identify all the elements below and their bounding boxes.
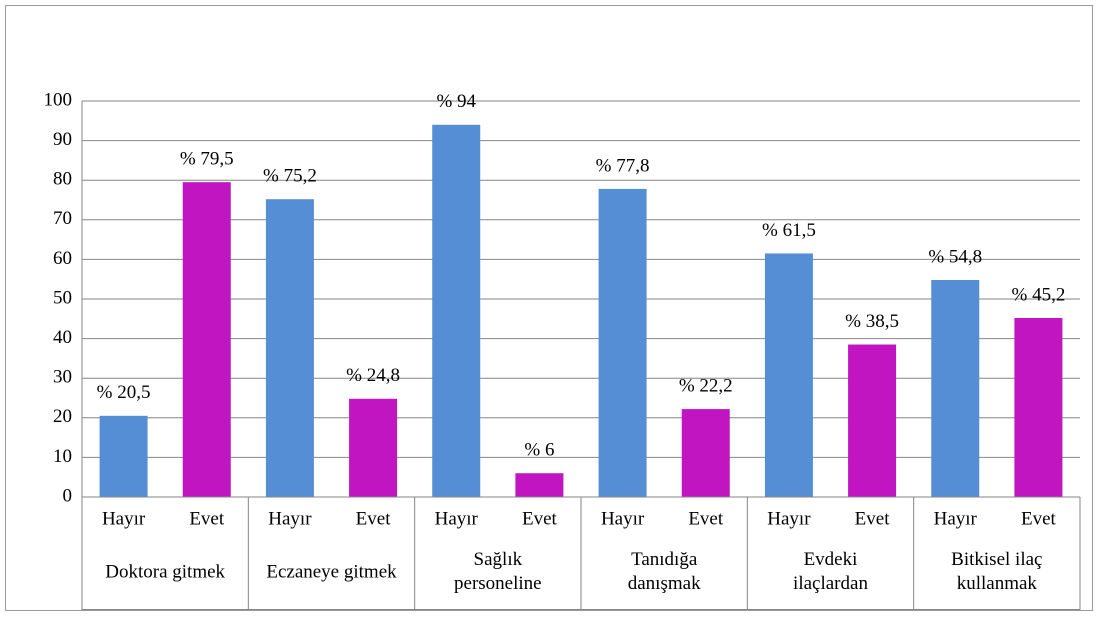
- bar: [432, 124, 481, 497]
- bar: [515, 473, 564, 497]
- value-label: % 61,5: [762, 220, 816, 241]
- x-tick-label: Hayır: [268, 508, 312, 529]
- y-tick-label: 20: [53, 406, 72, 427]
- x-tick-label: Hayır: [934, 508, 978, 529]
- value-label: % 54,8: [928, 246, 982, 267]
- bar: [99, 415, 148, 497]
- value-label: % 6: [524, 440, 554, 461]
- y-tick-label: 100: [44, 89, 73, 110]
- y-tick-label: 10: [53, 446, 72, 467]
- x-tick-label: Evet: [189, 508, 225, 529]
- x-tick-label: Hayır: [435, 508, 479, 529]
- value-label: % 94: [436, 91, 476, 112]
- bar: [598, 188, 647, 498]
- y-tick-label: 70: [53, 208, 72, 229]
- value-label: % 38,5: [845, 311, 899, 332]
- bar: [681, 409, 730, 497]
- value-label: % 20,5: [97, 382, 151, 403]
- x-tick-label: Evet: [1021, 508, 1057, 529]
- y-tick-label: 60: [53, 248, 72, 269]
- value-label: % 79,5: [180, 149, 234, 170]
- x-group-label: Evdeki ilaçlardan: [793, 549, 868, 594]
- bar: [349, 398, 398, 497]
- value-label: % 77,8: [596, 155, 650, 176]
- value-label: % 24,8: [346, 365, 400, 386]
- bar: [931, 279, 980, 497]
- x-tick-label: Hayır: [601, 508, 645, 529]
- bar: [182, 182, 231, 497]
- y-tick-label: 80: [53, 169, 72, 190]
- bar: [848, 344, 897, 497]
- chart-frame: [5, 5, 1093, 611]
- y-tick-label: 30: [53, 367, 72, 388]
- bar: [764, 253, 813, 497]
- y-tick-label: 0: [63, 485, 73, 506]
- x-tick-label: Hayır: [102, 508, 146, 529]
- x-group-label: Sağlık personeline: [454, 549, 542, 594]
- x-group-label: Eczaneye gitmek: [266, 561, 397, 582]
- y-tick-label: 50: [53, 287, 72, 308]
- value-label: % 45,2: [1012, 284, 1066, 305]
- x-group-label: Doktora gitmek: [105, 561, 225, 582]
- x-tick-label: Evet: [855, 508, 891, 529]
- value-label: % 75,2: [263, 166, 317, 187]
- x-group-label: Tanıdığa danışmak: [628, 549, 701, 594]
- y-tick-label: 40: [53, 327, 72, 348]
- x-group-label: Bitkisel ilaç kullanmak: [951, 549, 1042, 594]
- x-tick-label: Hayır: [767, 508, 811, 529]
- x-tick-label: Evet: [688, 508, 724, 529]
- y-tick-label: 90: [53, 129, 72, 150]
- bar: [1014, 318, 1063, 497]
- bar: [265, 199, 314, 497]
- value-label: % 22,2: [679, 375, 733, 396]
- x-tick-label: Evet: [356, 508, 392, 529]
- x-tick-label: Evet: [522, 508, 558, 529]
